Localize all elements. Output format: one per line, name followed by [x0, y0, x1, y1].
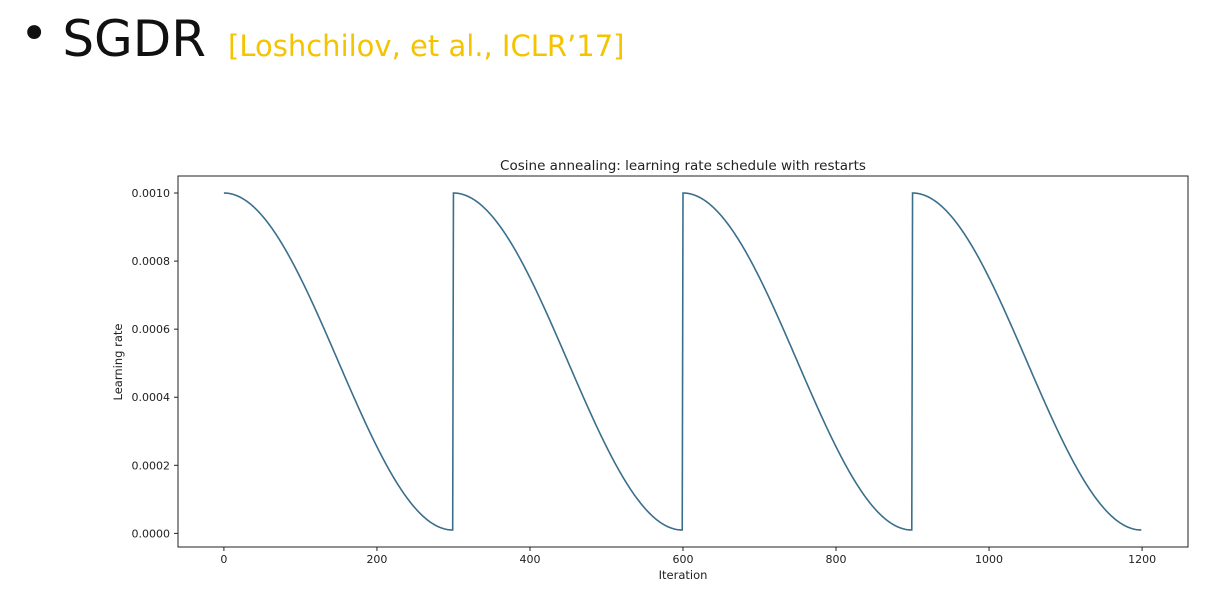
- x-tick-label: 1000: [975, 553, 1003, 566]
- y-tick-label: 0.0000: [132, 527, 171, 540]
- slide-heading: • SGDR [Loshchilov, et al., ICLR’17]: [20, 6, 625, 90]
- y-tick-label: 0.0004: [132, 391, 171, 404]
- x-axis: 0 200 400 600 800 1000 1200: [220, 547, 1156, 566]
- slide-title: SGDR: [62, 10, 207, 68]
- y-axis: 0.0000 0.0002 0.0004 0.0006 0.0008 0.0010: [132, 187, 178, 540]
- x-tick-label: 200: [366, 553, 387, 566]
- chart-title: Cosine annealing: learning rate schedule…: [500, 158, 866, 174]
- y-tick-label: 0.0008: [132, 255, 171, 268]
- y-tick-label: 0.0010: [132, 187, 171, 200]
- y-axis-label: Learning rate: [111, 324, 125, 401]
- x-tick-label: 1200: [1128, 553, 1156, 566]
- x-tick-label: 0: [220, 553, 227, 566]
- y-tick-label: 0.0006: [132, 323, 171, 336]
- x-axis-label: Iteration: [659, 568, 708, 582]
- citation: [Loshchilov, et al., ICLR’17]: [228, 29, 625, 63]
- x-tick-label: 800: [826, 553, 847, 566]
- series-line: [223, 192, 1142, 531]
- bullet-point: •: [20, 6, 49, 62]
- x-tick-label: 400: [519, 553, 540, 566]
- x-tick-label: 600: [673, 553, 694, 566]
- y-tick-label: 0.0002: [132, 459, 171, 472]
